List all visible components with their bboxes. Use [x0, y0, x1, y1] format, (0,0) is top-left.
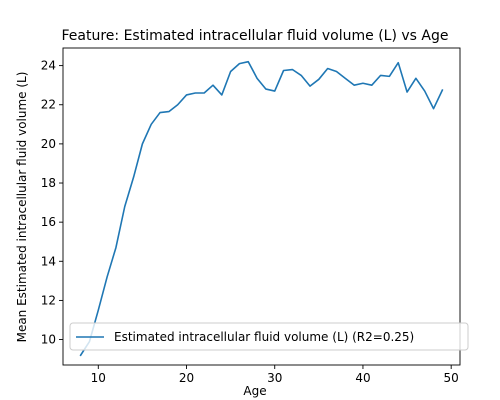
x-axis-ticks: 10 20 30 40 50 [91, 365, 459, 385]
y-axis-ticks: 10 12 14 16 18 20 22 24 [41, 59, 63, 347]
series-line-0 [79, 60, 444, 357]
legend: Estimated intracellular fluid volume (L)… [69, 322, 469, 351]
y-tick-label: 12 [41, 293, 56, 307]
y-tick-label: 10 [41, 333, 56, 347]
y-tick-label: 14 [41, 254, 56, 268]
plot-frame [62, 47, 461, 366]
x-tick-label: 30 [267, 371, 282, 385]
x-tick-label: 20 [179, 371, 194, 385]
y-tick-label: 18 [41, 176, 56, 190]
legend-label: Estimated intracellular fluid volume (L)… [114, 330, 414, 344]
x-axis-label: Age [243, 384, 266, 398]
y-tick-label: 16 [41, 215, 56, 229]
x-tick-label: 40 [355, 371, 370, 385]
legend-box [69, 322, 469, 351]
y-tick-label: 24 [41, 59, 56, 73]
x-tick-label: 10 [91, 371, 106, 385]
y-tick-label: 20 [41, 137, 56, 151]
plot-area [62, 47, 461, 366]
x-tick-label: 50 [444, 371, 459, 385]
y-tick-label: 22 [41, 98, 56, 112]
chart-title: Feature: Estimated intracellular fluid v… [62, 28, 449, 44]
y-axis-label: Mean Estimated intracellular fluid volum… [15, 72, 29, 343]
